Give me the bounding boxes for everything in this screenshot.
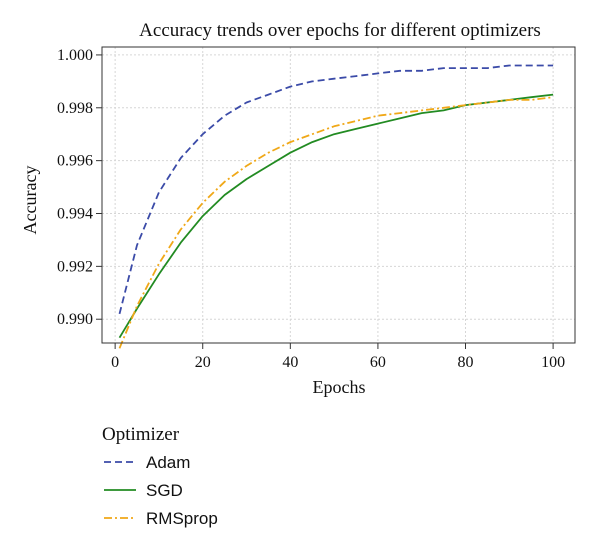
series-lines — [118, 64, 554, 349]
y-tick-label: 0.996 — [57, 153, 93, 170]
legend-title: Optimizer — [102, 424, 180, 445]
legend-label-sgd: SGD — [146, 481, 183, 500]
y-axis-ticks: 0.990 0.992 0.994 0.996 0.998 1.000 — [57, 47, 102, 328]
x-axis-ticks: 0 20 40 60 80 100 — [111, 343, 565, 371]
plot-area: 0 20 40 60 80 100 0.990 0.992 0.994 0.996 0.998 1.… — [57, 46, 576, 371]
series-line-adam — [118, 64, 554, 315]
x-tick-label: 100 — [541, 354, 565, 371]
plot-frame — [101, 46, 576, 344]
y-tick-label: 0.994 — [57, 206, 93, 223]
plot-background — [102, 47, 575, 343]
grid-lines — [102, 47, 575, 343]
legend-items: Adam SGD RMSprop — [104, 453, 218, 528]
x-axis-label: Epochs — [313, 377, 366, 397]
legend-label-rmsprop: RMSprop — [146, 509, 218, 528]
y-tick-label: 1.000 — [57, 47, 93, 64]
legend-label-adam: Adam — [146, 453, 190, 472]
x-tick-label: 80 — [458, 354, 474, 371]
x-tick-label: 0 — [111, 354, 119, 371]
x-tick-label: 60 — [370, 354, 386, 371]
y-tick-label: 0.998 — [57, 100, 93, 117]
legend: Optimizer Adam SGD RMSprop — [102, 424, 218, 528]
x-tick-label: 40 — [282, 354, 298, 371]
y-axis-label: Accuracy — [20, 166, 40, 235]
y-tick-label: 0.992 — [57, 258, 93, 275]
y-tick-label: 0.990 — [57, 311, 93, 328]
series-line-rmsprop — [118, 96, 554, 349]
x-tick-label: 20 — [195, 354, 211, 371]
chart-title: Accuracy trends over epochs for differen… — [139, 20, 541, 41]
